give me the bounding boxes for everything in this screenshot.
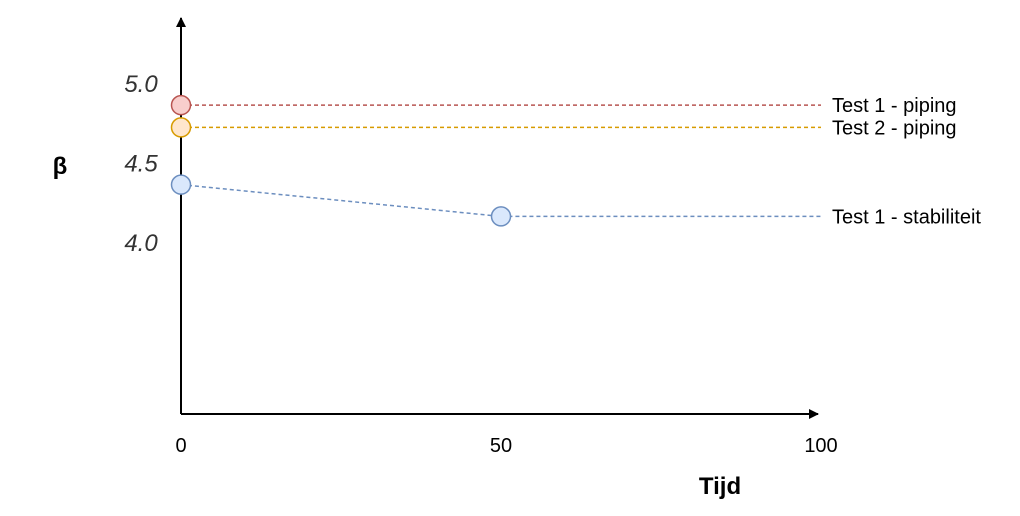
data-point xyxy=(490,206,512,227)
y-tick-label: 5.0 xyxy=(124,71,158,98)
data-point xyxy=(170,117,192,138)
y-axis-title: β xyxy=(53,153,68,180)
marker-layer xyxy=(170,94,512,227)
series-label: Test 1 - piping xyxy=(832,95,957,117)
series-line xyxy=(180,183,821,218)
x-tick-label: 50 xyxy=(490,435,512,457)
series-label: Test 2 - piping xyxy=(832,117,957,139)
x-tick-label: 0 xyxy=(175,435,186,457)
data-point xyxy=(170,174,192,195)
x-axis-title: Tijd xyxy=(699,473,741,500)
series-layer xyxy=(180,104,821,218)
y-tick-label: 4.0 xyxy=(124,230,158,257)
tick-layer: 5.0 4.5 4.0 0 50 100 xyxy=(124,71,837,457)
x-tick-label: 100 xyxy=(804,435,837,457)
data-point xyxy=(170,94,192,116)
y-tick-label: 4.5 xyxy=(124,151,158,178)
series-label: Test 1 - stabiliteit xyxy=(832,206,981,228)
